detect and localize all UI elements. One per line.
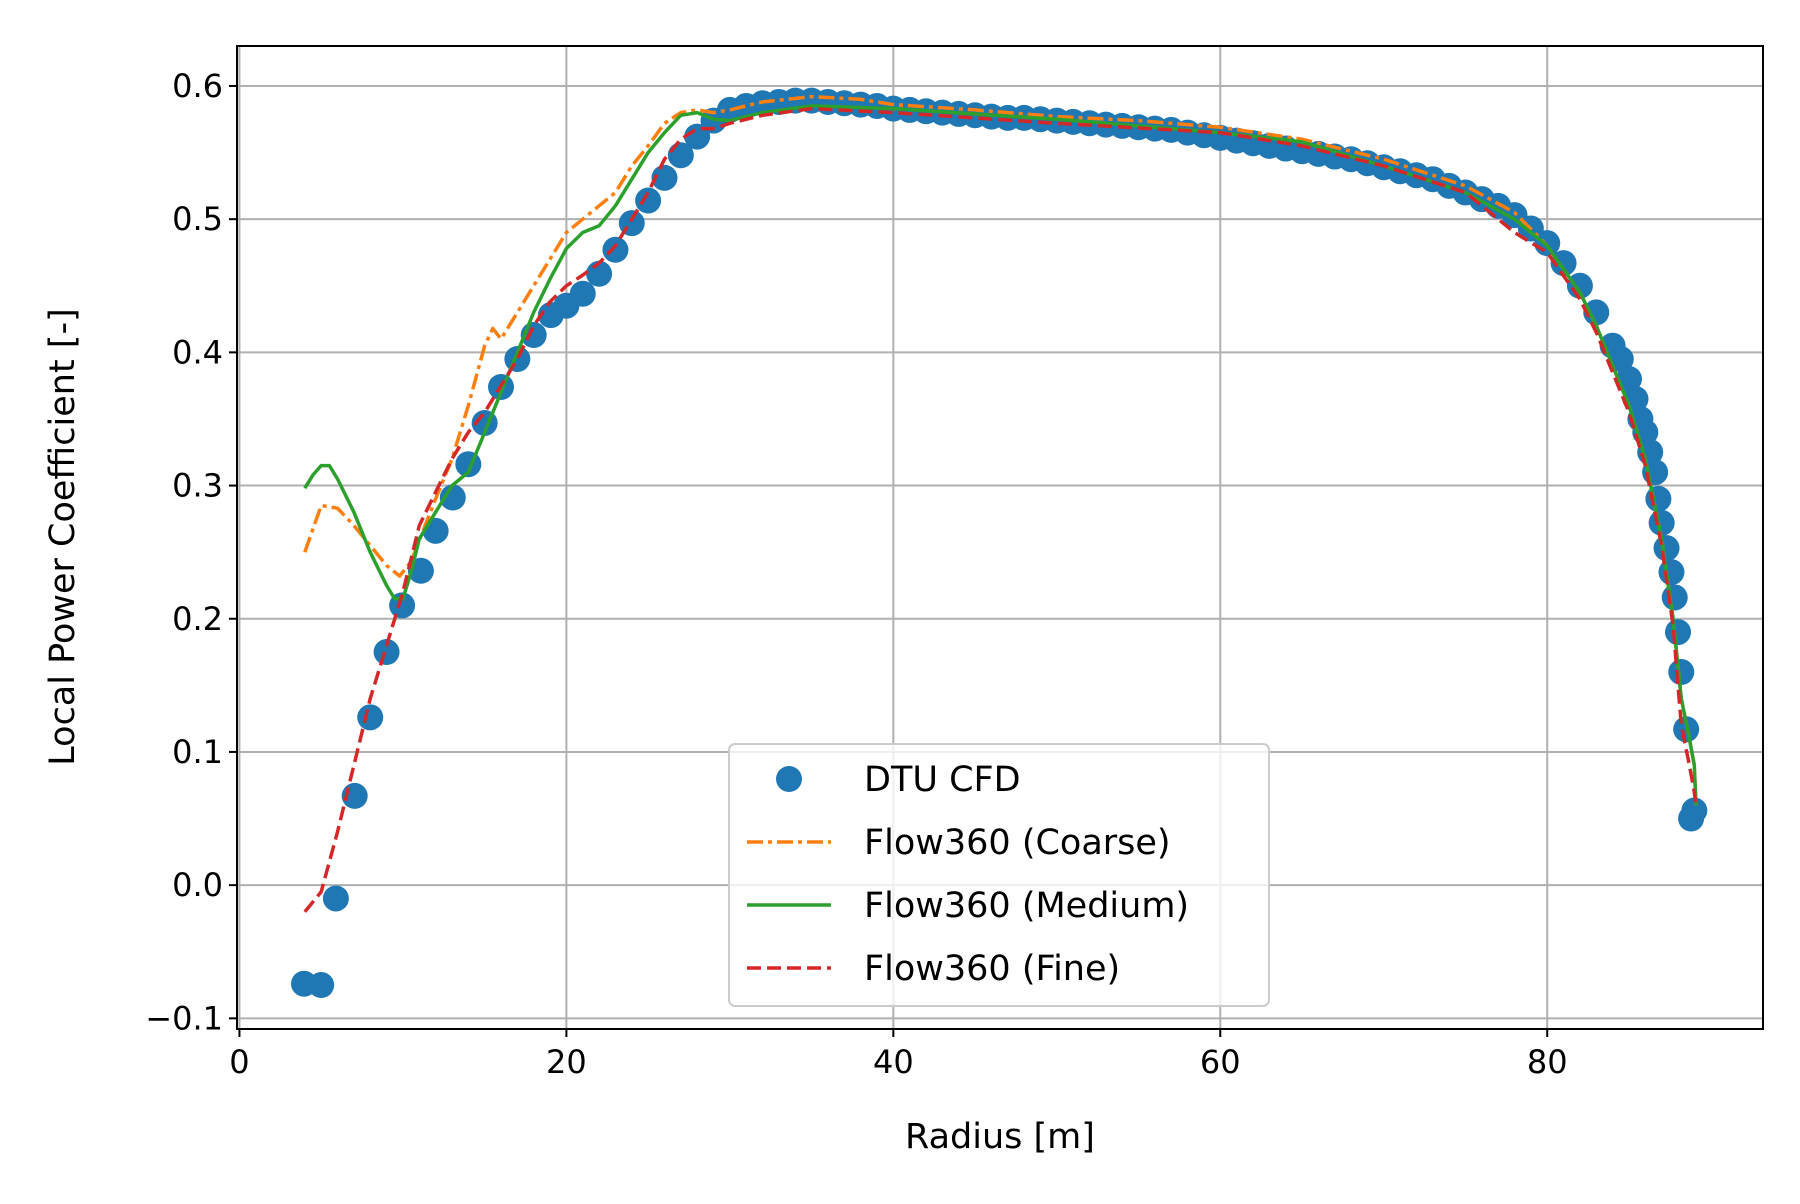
data-point-dtu-cfd xyxy=(635,187,662,214)
data-point-dtu-cfd xyxy=(1645,485,1672,512)
data-point-dtu-cfd xyxy=(373,639,400,666)
data-point-dtu-cfd xyxy=(569,280,596,307)
y-tick-label: −0.1 xyxy=(145,999,223,1037)
data-point-dtu-cfd xyxy=(1668,659,1695,686)
x-tick-label: 40 xyxy=(873,1043,914,1081)
data-point-dtu-cfd xyxy=(439,484,466,511)
data-point-dtu-cfd xyxy=(602,236,629,263)
y-tick-label: 0.0 xyxy=(172,866,223,904)
legend-marker xyxy=(776,766,802,792)
x-tick-label: 0 xyxy=(229,1043,249,1081)
plot-area xyxy=(291,87,1708,999)
x-tick-label: 60 xyxy=(1200,1043,1241,1081)
y-tick-label: 0.1 xyxy=(172,733,223,771)
data-point-dtu-cfd xyxy=(1661,584,1688,611)
legend-label: Flow360 (Fine) xyxy=(864,949,1120,989)
y-tick-label: 0.5 xyxy=(172,200,223,238)
data-point-dtu-cfd xyxy=(308,972,335,999)
x-tick-label: 20 xyxy=(546,1043,587,1081)
data-point-dtu-cfd xyxy=(1681,797,1708,824)
axes-frame xyxy=(236,45,1764,1030)
data-point-dtu-cfd xyxy=(1664,619,1691,646)
y-tick-label: 0.6 xyxy=(172,67,223,105)
data-point-dtu-cfd xyxy=(1550,250,1577,277)
y-tick-label: 0.4 xyxy=(172,333,223,371)
data-point-dtu-cfd xyxy=(357,704,384,731)
data-point-dtu-cfd xyxy=(1583,299,1610,326)
legend-box xyxy=(728,743,1270,1007)
x-axis-label: Radius [m] xyxy=(905,1117,1095,1157)
data-point-dtu-cfd xyxy=(1653,535,1680,562)
series-line-flow360-medium xyxy=(303,104,1698,806)
ticks: 0 20 40 60 80 −0.1 0.0 0.1 0.2 0.3 0.4 0.5 0.6 xyxy=(145,67,1567,1081)
series-line-flow360-fine xyxy=(303,106,1698,913)
x-tick-label: 80 xyxy=(1527,1043,1568,1081)
legend-label: Flow360 (Coarse) xyxy=(864,823,1171,863)
y-tick-label: 0.2 xyxy=(172,600,223,638)
legend: DTU CFD Flow360 (Coarse) Flow360 (Medium) F… xyxy=(728,743,1270,1007)
legend-label: Flow360 (Medium) xyxy=(864,886,1189,926)
data-point-dtu-cfd xyxy=(651,164,678,191)
data-point-dtu-cfd xyxy=(1534,230,1561,257)
legend-label: DTU CFD xyxy=(864,760,1021,800)
data-point-dtu-cfd xyxy=(322,885,349,912)
y-axis-label: Local Power Coefficient [-] xyxy=(43,308,83,765)
y-tick-label: 0.3 xyxy=(172,467,223,505)
grid xyxy=(237,46,1763,1029)
